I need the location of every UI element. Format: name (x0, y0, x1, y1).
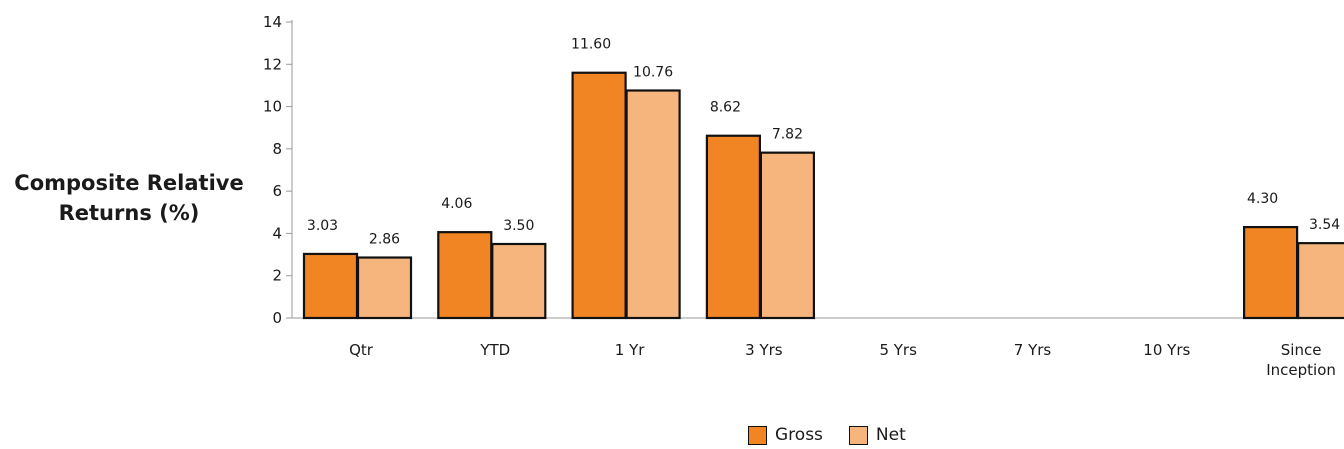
y-axis-label: Composite Relative Returns (%) (14, 168, 244, 229)
bar-net-2 (625, 89, 681, 320)
bar-net-7 (1296, 242, 1344, 320)
y-tick-label: 2 (272, 267, 282, 285)
x-tick-label: Inception (1266, 361, 1336, 379)
legend-swatch-gross (748, 425, 767, 445)
data-label-gross-7: 4.30 (1247, 191, 1278, 207)
legend-item-net: Net (848, 425, 906, 445)
bar-gross-0 (302, 252, 359, 320)
x-tick-label: YTD (479, 341, 510, 359)
legend-label-gross: Gross (775, 425, 823, 445)
y-tick-label: 12 (263, 55, 282, 73)
bar-gross-1 (437, 231, 493, 320)
y-tick-label: 8 (272, 140, 282, 158)
y-tick-label: 14 (263, 13, 282, 31)
bar-gross-7 (1242, 225, 1299, 320)
x-tick-label: 10 Yrs (1143, 341, 1190, 359)
x-tick-label: 1 Yr (615, 341, 645, 359)
y-tick-label: 10 (263, 98, 282, 116)
y-axis-label-line-1: Composite Relative (14, 171, 244, 195)
legend-item-gross: Gross (748, 425, 823, 445)
x-tick-label: Qtr (349, 341, 374, 359)
data-label-gross-1: 4.06 (441, 196, 472, 212)
data-label-gross-0: 3.03 (307, 218, 338, 234)
legend-swatch-net (848, 425, 868, 445)
y-tick-label: 4 (272, 224, 282, 242)
bar-net-0 (356, 256, 413, 320)
legend: Gross Net (748, 425, 932, 445)
y-tick-label: 0 (272, 309, 282, 327)
data-label-net-3: 7.82 (772, 127, 803, 143)
data-label-gross-2: 11.60 (571, 37, 611, 53)
x-tick-label: 7 Yrs (1014, 341, 1052, 359)
data-label-net-2: 10.76 (633, 65, 673, 81)
x-tick-label: 3 Yrs (745, 341, 783, 359)
bar-gross-2 (571, 71, 627, 320)
x-tick-label: Since (1281, 341, 1322, 359)
y-axis-label-line-2: Returns (%) (58, 201, 200, 226)
data-label-net-0: 2.86 (369, 232, 400, 248)
bar-gross-3 (705, 134, 762, 320)
legend-label-net: Net (875, 425, 906, 445)
data-label-net-1: 3.50 (503, 218, 534, 234)
x-tick-label: 5 Yrs (879, 341, 917, 359)
data-label-net-7: 3.54 (1309, 217, 1340, 233)
y-tick-label: 6 (272, 182, 282, 200)
bar-net-1 (491, 242, 547, 320)
bar-net-3 (759, 151, 816, 320)
data-label-gross-3: 8.62 (710, 100, 741, 116)
